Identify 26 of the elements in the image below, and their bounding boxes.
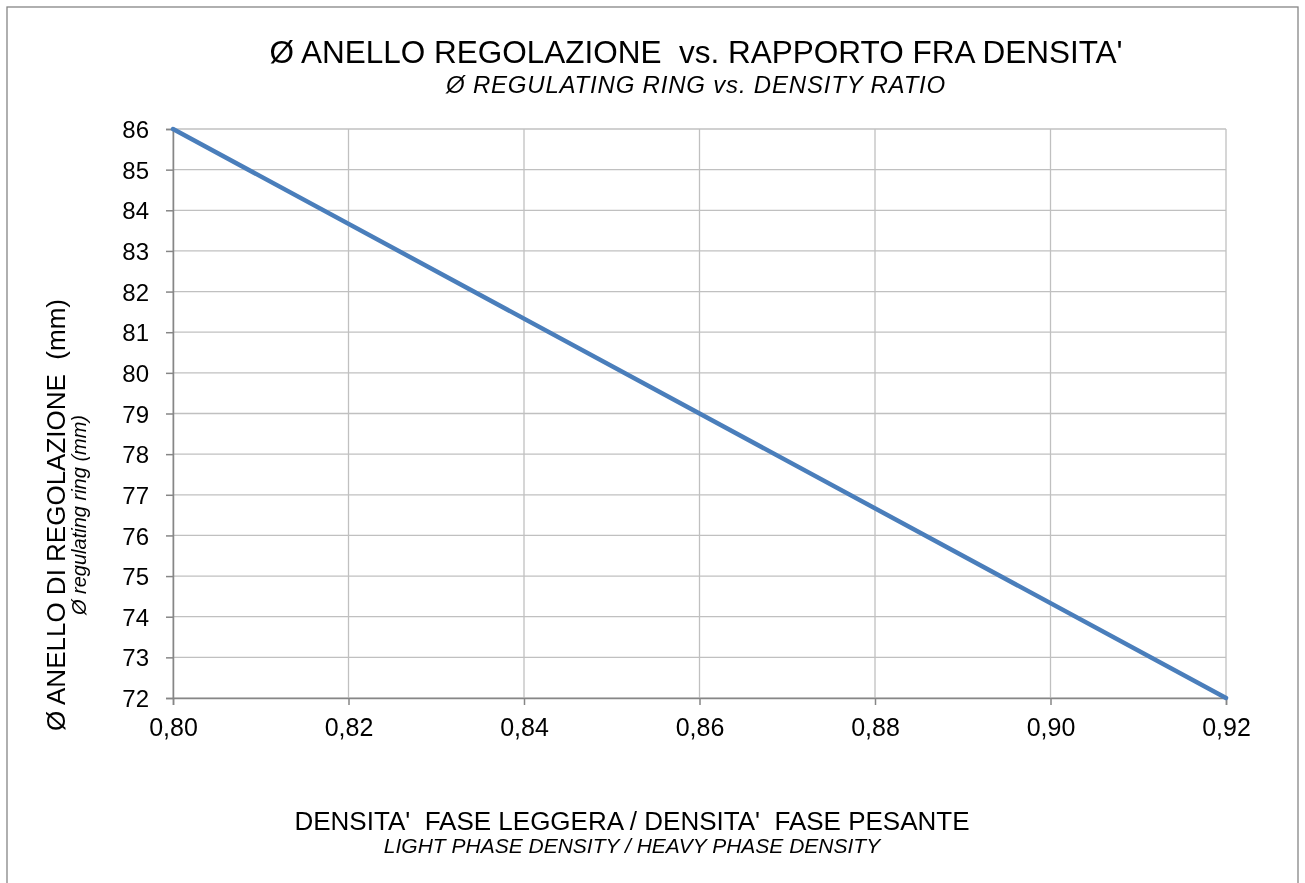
y-tick-label: 81 — [122, 319, 149, 347]
x-tick-label: 0,86 — [675, 712, 725, 741]
chart-title: Ø ANELLO REGOLAZIONE vs. RAPPORTO FRA DENSITA' — [269, 34, 1123, 70]
y-tick-label: 85 — [122, 156, 149, 184]
x-tick-label: 0,92 — [1202, 712, 1251, 741]
y-tick-label: 76 — [122, 522, 149, 550]
y-tick-label: 74 — [122, 603, 149, 631]
y-tick-label: 79 — [122, 400, 149, 428]
x-axis-title: DENSITA' FASE LEGGERA / DENSITA' FASE PESANTE LIGHT PHASE DENSITY / HEAVY PHASE DENSITY — [294, 806, 970, 857]
chart-subtitle: Ø REGULATING RING vs. DENSITY RATIO — [444, 71, 947, 98]
y-tick-label: 73 — [122, 644, 149, 672]
y-tick-label: 83 — [122, 238, 149, 266]
x-tick-label: 0,82 — [324, 712, 374, 741]
y-axis-title: Ø ANELLO DI REGOLAZIONE (mm) Ø regulating ring (mm) — [41, 299, 90, 731]
y-tick-label: 72 — [122, 685, 149, 713]
y-tick-label: 75 — [122, 563, 149, 591]
y-tick-label: 82 — [122, 278, 149, 306]
x-tick-label: 0,80 — [149, 712, 198, 741]
y-tick-label: 84 — [122, 197, 149, 225]
y-tick-label: 77 — [122, 481, 149, 509]
x-tick-label: 0,88 — [851, 712, 900, 741]
y-tick-label: 78 — [122, 441, 149, 469]
x-tick-label: 0,90 — [1026, 712, 1076, 741]
y-tick-label: 86 — [122, 116, 149, 144]
y-tick-label: 80 — [122, 360, 149, 387]
x-tick-label: 0,84 — [500, 712, 549, 741]
